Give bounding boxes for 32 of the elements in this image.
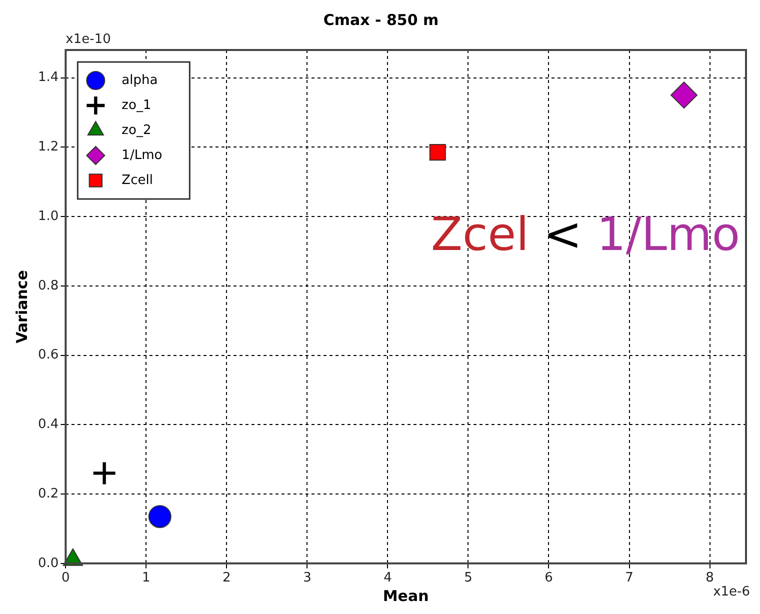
y-tick-label: 0.8	[38, 278, 59, 294]
x-tick-label: 4	[384, 570, 392, 586]
legend-label: alpha	[122, 72, 158, 88]
legend-label: 1/Lmo	[122, 148, 162, 163]
x-tick-label: 5	[464, 570, 472, 586]
point	[148, 505, 172, 528]
legend-label: zo_1	[122, 98, 152, 113]
annotation: Zcel < 1/Lmo	[430, 207, 740, 261]
y-tick-label: 0.2	[38, 486, 59, 502]
text: x1e-10	[66, 32, 111, 47]
text: x1e-6	[713, 584, 750, 600]
point	[93, 462, 116, 484]
y-tick-label: 1.2	[38, 140, 59, 155]
point	[429, 144, 446, 161]
y-tick-label: 1.0	[38, 208, 59, 224]
x-tick-label: 2	[222, 570, 231, 586]
y-tick-label: 0.6	[38, 348, 59, 363]
x-tick-label: 1	[142, 570, 150, 586]
x-tick-label: 8	[706, 570, 714, 586]
x-tick-label: 7	[625, 570, 634, 586]
x-tick-label: 6	[544, 570, 553, 586]
legend-label: Zcell	[122, 172, 153, 188]
y-axis-title: Variance	[12, 270, 31, 344]
x-tick-label: 0	[62, 570, 70, 586]
chart-title: Cmax - 850 m	[323, 10, 439, 29]
legend-label: zo_2	[122, 122, 152, 138]
y-tick-label: 0.4	[38, 417, 59, 432]
x-tick-label: 3	[303, 570, 312, 586]
y-tick-label: 1.4	[38, 70, 59, 86]
point	[670, 82, 698, 109]
y-tick-label: 0.0	[38, 556, 59, 571]
x-axis-title: Mean	[382, 586, 429, 605]
